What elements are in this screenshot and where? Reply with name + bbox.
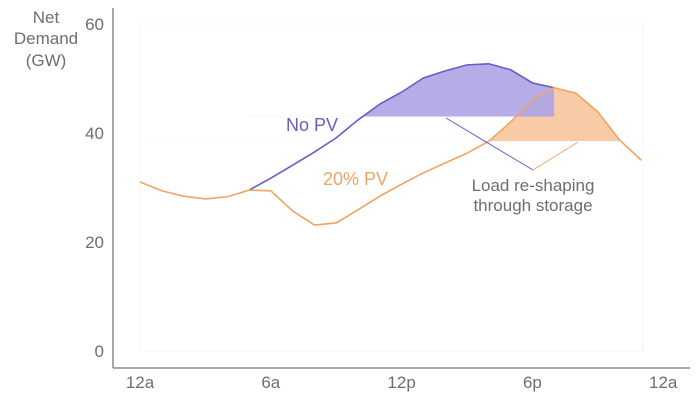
series-label-20pct-pv: 20% PV (323, 169, 388, 189)
y-axis-label-line: Demand (14, 29, 78, 48)
y-tick-label: 0 (95, 342, 104, 361)
series-label-no-pv: No PV (286, 115, 338, 135)
y-tick-label: 60 (85, 15, 104, 34)
annotation-storage-text: through storage (473, 196, 592, 215)
y-tick-label: 40 (85, 124, 104, 143)
x-tick-label: 6a (261, 373, 280, 392)
x-tick-label: 12p (387, 373, 415, 392)
x-tick-label: 12a (126, 373, 155, 392)
annotation-leader-pv (533, 142, 578, 170)
x-tick-label: 6p (523, 373, 542, 392)
y-axis-label: Net Demand (GW) (14, 8, 78, 70)
y-tick-label: 20 (85, 233, 104, 252)
y-axis-label-line: (GW) (26, 51, 67, 70)
annotation-storage-text: Load re-shaping (472, 176, 595, 195)
x-tick-label: 12a (649, 373, 678, 392)
y-axis-label-line: Net (33, 8, 60, 27)
